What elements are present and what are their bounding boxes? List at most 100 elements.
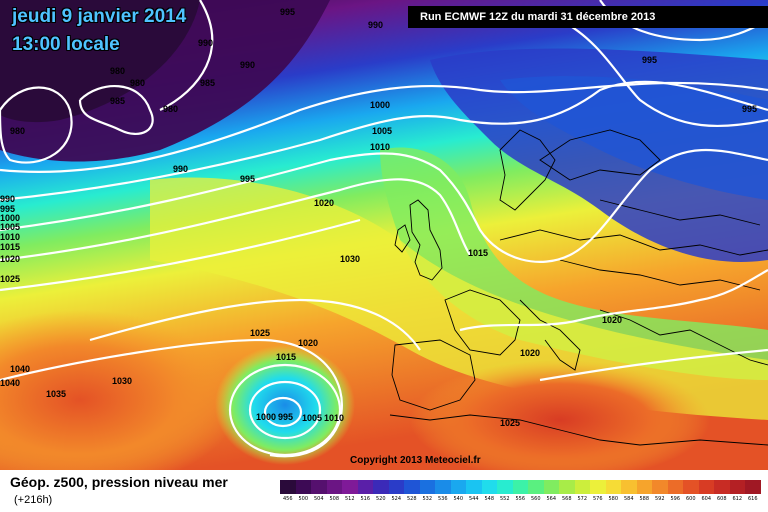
scale-value: 608 (716, 496, 727, 502)
isobar-label: 1010 (324, 413, 344, 423)
scale-value: 572 (577, 496, 588, 502)
isobar-label: 995 (280, 7, 295, 17)
isobar-label: 995 (278, 412, 293, 422)
scale-swatch (419, 480, 435, 494)
scale-swatch (729, 480, 745, 494)
isobar-label: 1040 (0, 378, 20, 388)
isobar-label: 1000 (256, 412, 276, 422)
isobar-label: 1030 (112, 376, 132, 386)
scale-swatch (590, 480, 606, 494)
isobar-label: 1015 (0, 242, 20, 252)
scale-swatch (466, 480, 482, 494)
legend-title: Géop. z500, pression niveau mer (10, 474, 228, 490)
scale-value: 512 (344, 496, 355, 502)
scale-swatch (574, 480, 590, 494)
isobar-label: 1020 (298, 338, 318, 348)
scale-swatch (295, 480, 311, 494)
scale-value: 552 (499, 496, 510, 502)
isobar-label: 985 (110, 96, 125, 106)
scale-value: 516 (360, 496, 371, 502)
isobar-label: 1020 (314, 198, 334, 208)
isobar-label: 1020 (602, 315, 622, 325)
isobar-label: 995 (642, 55, 657, 65)
scale-value: 508 (329, 496, 340, 502)
scale-value: 548 (484, 496, 495, 502)
ridge-yellow (150, 177, 768, 420)
local-time: 13:00 locale (12, 34, 120, 55)
warm-southwest (0, 310, 240, 470)
scale-value: 596 (670, 496, 681, 502)
scale-swatch (559, 480, 575, 494)
isobar-labels: 995 990 990 980 985 980 985 990 980 980 … (0, 7, 757, 428)
cutoff-low (215, 345, 355, 465)
scale-swatch (667, 480, 683, 494)
scale-value: 556 (515, 496, 526, 502)
isobar-label: 980 (163, 104, 178, 114)
isobar-label: 1015 (276, 352, 296, 362)
isobar-label: 980 (10, 126, 25, 136)
scale-swatch (543, 480, 559, 494)
forecast-date: jeudi 9 janvier 2014 (12, 6, 187, 27)
scale-value: 536 (437, 496, 448, 502)
isobar-label: 980 (110, 66, 125, 76)
copyright: Copyright 2013 Meteociel.fr (350, 455, 481, 466)
scale-value: 504 (313, 496, 324, 502)
scale-swatch (450, 480, 466, 494)
isobar-label: 985 (200, 78, 215, 88)
scale-swatch (342, 480, 358, 494)
isobar-label: 990 (368, 20, 383, 30)
cold-core-northwest (0, 0, 200, 123)
map-canvas: 995 990 990 980 985 980 985 990 980 980 … (0, 0, 768, 470)
scale-value: 600 (685, 496, 696, 502)
scale-swatch (621, 480, 637, 494)
isobar-label: 990 (198, 38, 213, 48)
scale-value: 540 (453, 496, 464, 502)
scale-swatch (311, 480, 327, 494)
isobar-label: 1040 (10, 364, 30, 374)
scale-swatch (280, 480, 296, 494)
run-info: Run ECMWF 12Z du mardi 31 décembre 2013 (408, 6, 768, 28)
scale-value: 520 (375, 496, 386, 502)
isobar-label: 995 (0, 204, 15, 214)
isobar-label: 995 (742, 104, 757, 114)
scale-swatch (652, 480, 668, 494)
isobar-label: 1005 (0, 222, 20, 232)
color-scale (280, 480, 761, 494)
scale-swatch (512, 480, 528, 494)
scale-value: 580 (608, 496, 619, 502)
scale-swatch (326, 480, 342, 494)
isobar-label: 990 (173, 164, 188, 174)
scale-value: 528 (406, 496, 417, 502)
ridge-green (380, 147, 768, 380)
scale-value: 616 (747, 496, 758, 502)
scale-value: 584 (623, 496, 634, 502)
isobar-label: 1035 (46, 389, 66, 399)
isobar-label: 1015 (468, 248, 488, 258)
isobar-label: 1005 (372, 126, 392, 136)
scale-swatch (357, 480, 373, 494)
isobar-label: 1025 (500, 418, 520, 428)
isobar-label: 1020 (520, 348, 540, 358)
isobar-label: 1025 (250, 328, 270, 338)
scale-value: 560 (530, 496, 541, 502)
isobar-label: 1000 (0, 213, 20, 223)
isobar-label: 1005 (302, 413, 322, 423)
scale-swatch (714, 480, 730, 494)
isobar-label: 980 (130, 78, 145, 88)
scale-swatch (636, 480, 652, 494)
scale-value: 576 (592, 496, 603, 502)
scale-swatch (435, 480, 451, 494)
scale-value: 532 (422, 496, 433, 502)
scale-swatch (528, 480, 544, 494)
scale-value: 604 (701, 496, 712, 502)
scale-value: 524 (391, 496, 402, 502)
isobar-label: 1025 (0, 274, 20, 284)
isobar-label: 1010 (0, 232, 20, 242)
scale-swatch (404, 480, 420, 494)
isobar-label: 990 (240, 60, 255, 70)
isobar-label: 1010 (370, 142, 390, 152)
scale-swatch (683, 480, 699, 494)
isobar-label: 1020 (0, 254, 20, 264)
scale-value: 500 (298, 496, 309, 502)
